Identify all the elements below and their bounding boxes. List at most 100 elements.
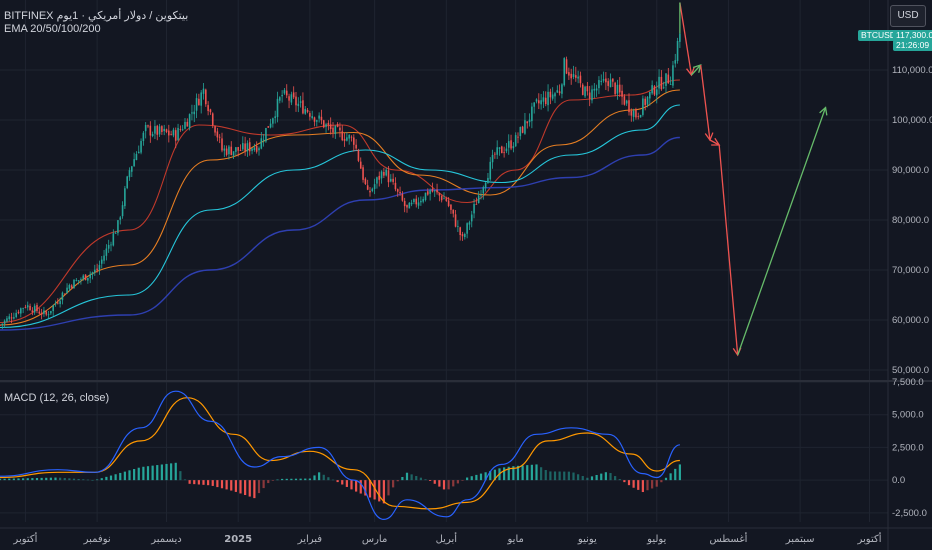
- macd-histogram-bar: [257, 480, 261, 494]
- candle-body: [202, 88, 205, 94]
- macd-histogram-bar: [641, 480, 644, 493]
- candle-body: [535, 99, 538, 102]
- candle-body: [223, 148, 226, 151]
- candle-body: [679, 33, 681, 42]
- macd-histogram-bar: [26, 478, 29, 481]
- candle-body: [655, 89, 658, 96]
- macd-histogram-bar: [225, 480, 228, 490]
- candle-body: [487, 177, 489, 184]
- candle-body: [237, 147, 239, 151]
- candle-body: [306, 109, 309, 112]
- candle-body: [302, 100, 304, 114]
- candle-body: [378, 175, 381, 180]
- candle-body: [505, 148, 508, 152]
- time-tick-label-2: ديسمبر: [150, 534, 181, 545]
- macd-histogram-bar: [22, 478, 25, 481]
- macd-histogram-bar: [484, 472, 487, 481]
- candle-body: [105, 248, 108, 256]
- candle-body: [348, 135, 350, 139]
- candle-body: [96, 268, 98, 271]
- candle-body: [454, 214, 457, 227]
- time-tick-label-9: يوليو: [646, 534, 666, 545]
- candle-body: [602, 79, 605, 81]
- macd-histogram-bar: [447, 480, 450, 490]
- currency-button[interactable]: USD: [890, 5, 926, 27]
- macd-histogram-bar: [651, 480, 654, 489]
- candle-body: [80, 279, 82, 280]
- ema-legend: EMA 20/50/100/200: [4, 23, 101, 35]
- candle-body: [383, 171, 385, 176]
- macd-histogram-bar: [281, 478, 284, 481]
- candle-body: [276, 98, 279, 118]
- candle-body: [544, 97, 547, 105]
- candle-body: [507, 141, 510, 148]
- macd-histogram-bar: [572, 472, 575, 481]
- candle-body: [61, 292, 64, 301]
- candle-body: [279, 97, 281, 101]
- candle-body: [355, 144, 357, 149]
- candle-body: [600, 80, 603, 82]
- candle-body: [417, 202, 420, 206]
- macd-histogram-bar: [216, 480, 219, 488]
- macd-histogram-bar: [530, 464, 533, 481]
- candle-body: [149, 125, 152, 136]
- candle-body: [438, 193, 441, 196]
- candle-body: [272, 118, 274, 124]
- macd-histogram-bar: [479, 473, 483, 481]
- candle-body: [642, 98, 644, 115]
- candle-body: [660, 76, 663, 90]
- projection-segment-1: [690, 64, 702, 76]
- candle-body: [283, 89, 286, 94]
- candle-body: [496, 147, 498, 155]
- macd-histogram-bar: [8, 478, 11, 481]
- macd-histogram-bar: [146, 466, 150, 481]
- candle-body: [561, 84, 563, 94]
- candle-body: [630, 110, 633, 116]
- candle-body: [639, 114, 642, 118]
- candle-body: [230, 146, 233, 155]
- candle-body: [313, 117, 316, 122]
- time-tick-label-12: أكتوبر: [856, 532, 881, 545]
- candle-body: [110, 244, 112, 246]
- candle-body: [295, 96, 297, 106]
- candle-body: [87, 277, 89, 281]
- macd-histogram-bar: [156, 465, 159, 481]
- exchange-label: BITFINEX: [4, 10, 54, 22]
- candle-body: [15, 312, 17, 318]
- macd-histogram-bar: [632, 480, 635, 488]
- candle-body: [341, 131, 344, 141]
- macd-histogram-bar: [82, 479, 85, 481]
- ema-line-ema200: [0, 136, 680, 331]
- candle-body: [482, 187, 485, 194]
- candle-body: [422, 198, 424, 202]
- macd-histogram-bar: [313, 475, 316, 481]
- candle-body: [121, 205, 124, 217]
- candle-body: [52, 305, 54, 312]
- candle-body: [528, 119, 531, 123]
- time-tick-label-6: أبريل: [436, 532, 458, 545]
- macd-line: [0, 390, 681, 521]
- macd-histogram-bar: [535, 464, 538, 481]
- macd-histogram-bar: [410, 474, 413, 481]
- candle-body: [644, 98, 646, 106]
- candle-body: [503, 152, 505, 154]
- candle-body: [211, 113, 214, 126]
- candle-body: [1, 323, 4, 326]
- candle-body: [179, 129, 182, 130]
- price-tick-label-3: 80,000.0: [892, 215, 929, 226]
- candle-body: [424, 192, 427, 201]
- time-tick-label-3: 2025: [224, 534, 252, 545]
- macd-histogram-bar: [244, 480, 247, 496]
- macd-legend: MACD (12, 26, close): [4, 392, 110, 404]
- candle-body: [366, 185, 369, 190]
- macd-histogram-bar: [179, 471, 182, 481]
- time-tick-label-10: أغسطس: [709, 532, 747, 545]
- macd-histogram-bar: [31, 478, 34, 481]
- macd-histogram-bar: [581, 476, 584, 481]
- projection-arrows: [679, 2, 828, 357]
- macd-histogram-bar: [452, 480, 455, 487]
- candle-body: [154, 126, 156, 134]
- macd-histogram-bar: [600, 473, 603, 481]
- candle-body: [137, 151, 140, 154]
